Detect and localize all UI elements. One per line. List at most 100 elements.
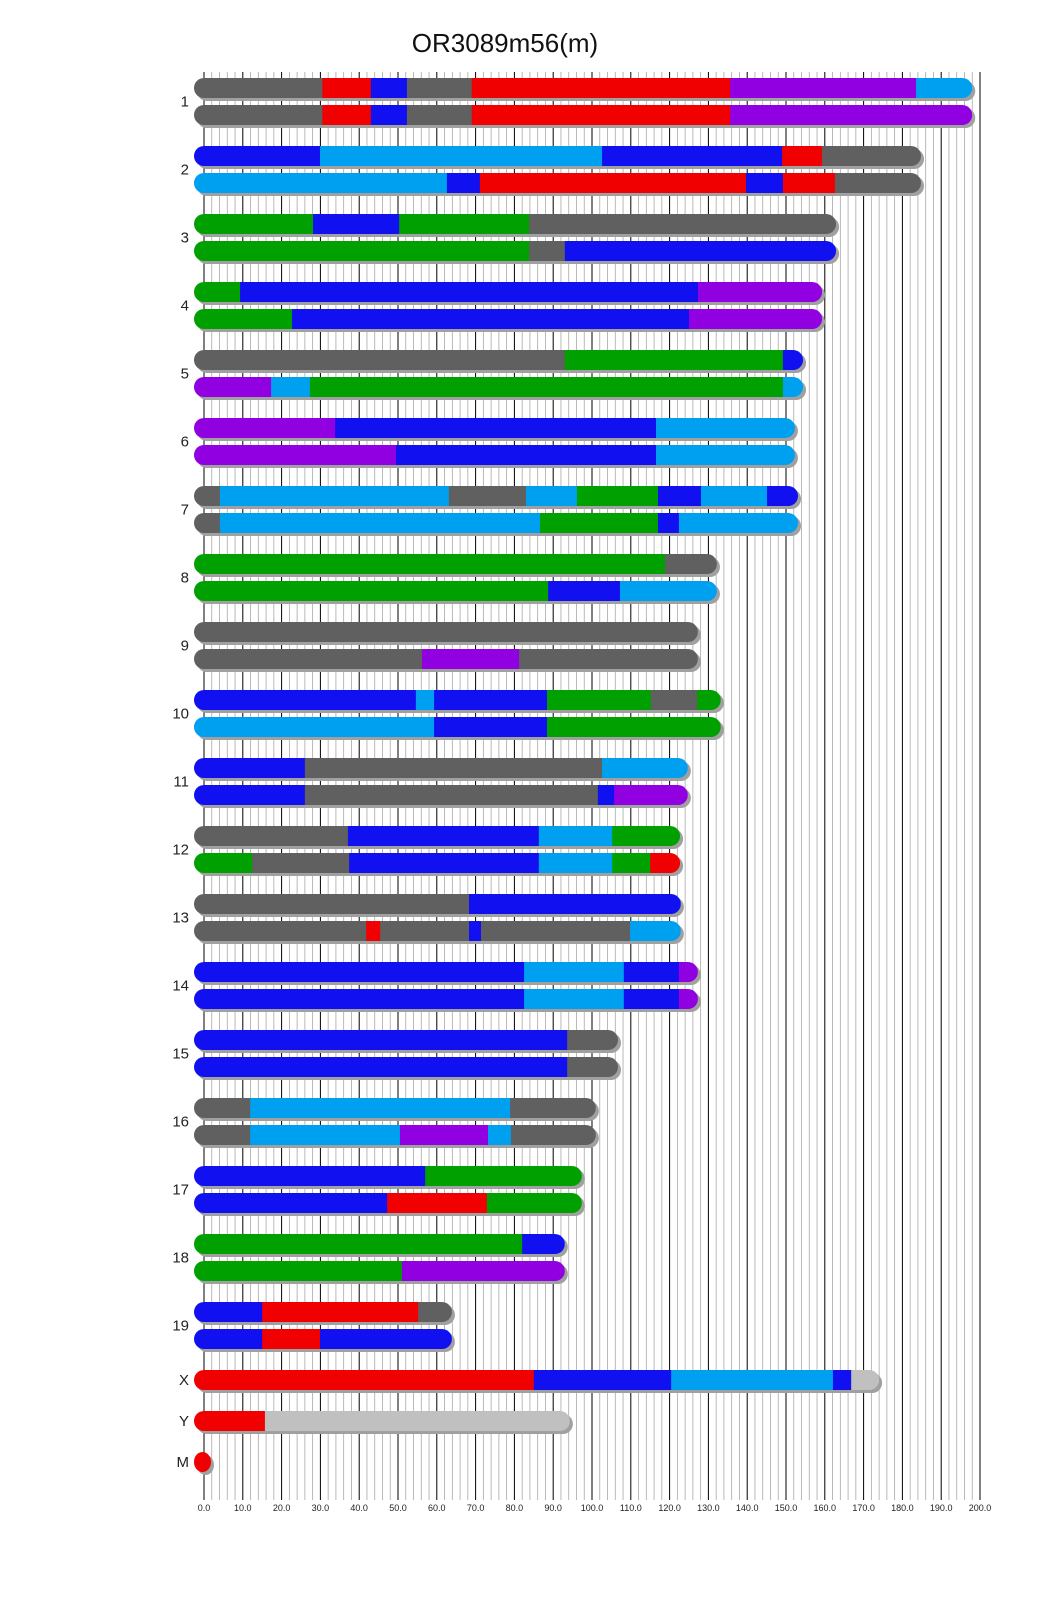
segment-gray — [304, 758, 603, 778]
chromosome-label: 10 — [172, 706, 189, 723]
segment-gray — [194, 486, 221, 506]
segment-lightgray — [851, 1370, 880, 1390]
segment-purple — [194, 418, 336, 438]
segment-lightblue — [271, 377, 311, 397]
chromosome-16: 16 — [172, 1098, 599, 1148]
chromosome-M: M — [177, 1452, 214, 1475]
haplotype-1 — [194, 622, 698, 642]
chromosome-label: 3 — [181, 230, 189, 247]
haplotype-2 — [194, 921, 681, 941]
chromosome-label: 6 — [181, 434, 189, 451]
segment-red — [479, 173, 747, 193]
x-tick-label: 90.0 — [544, 1503, 562, 1513]
haplotype-1 — [194, 214, 837, 234]
chromosome-label: M — [177, 1454, 190, 1471]
x-tick-label: 70.0 — [467, 1503, 485, 1513]
segment-gray — [822, 146, 922, 166]
x-tick-label: 150.0 — [775, 1503, 798, 1513]
chromosome-label: 18 — [172, 1250, 189, 1267]
haplotype-2 — [194, 513, 799, 533]
segment-blue — [320, 1329, 452, 1349]
segment-gray — [304, 785, 599, 805]
segment-red — [194, 1411, 266, 1431]
segment-blue — [766, 486, 799, 506]
segment-blue — [370, 105, 408, 125]
segment-green — [194, 554, 666, 574]
haplotype-2 — [194, 581, 717, 601]
segment-green — [194, 853, 253, 873]
chromosome-17: 17 — [172, 1166, 585, 1216]
haplotype-1 — [194, 486, 799, 506]
segment-blue — [292, 309, 690, 329]
haplotype-1 — [194, 418, 795, 438]
segment-gray — [194, 1098, 251, 1118]
segment-lightblue — [630, 921, 681, 941]
segment-blue — [194, 690, 417, 710]
segment-gray — [529, 241, 566, 261]
chromosome-label: 16 — [172, 1114, 189, 1131]
chromosome-label: 4 — [181, 298, 189, 315]
haplotype-1 — [194, 1370, 880, 1390]
haplotype-2 — [194, 1057, 618, 1077]
segment-lightblue — [671, 1370, 834, 1390]
segment-lightblue — [538, 853, 613, 873]
haplotype-2 — [194, 173, 922, 193]
segment-gray — [418, 1302, 452, 1322]
segment-gray — [834, 173, 922, 193]
segment-gray — [567, 1030, 618, 1050]
segment-purple — [689, 309, 823, 329]
segment-red — [471, 105, 731, 125]
segment-gray — [529, 214, 837, 234]
chromosome-label: 15 — [172, 1046, 189, 1063]
segment-lightblue — [656, 445, 795, 465]
x-tick-label: 50.0 — [389, 1503, 407, 1513]
segment-gray — [380, 921, 470, 941]
segment-red — [471, 78, 731, 98]
segment-blue — [832, 1370, 852, 1390]
haplotype-2 — [194, 1193, 582, 1213]
chromosome-label: 14 — [172, 978, 189, 995]
segment-green — [564, 350, 784, 370]
segment-green — [194, 1234, 523, 1254]
haplotype-2 — [194, 989, 698, 1009]
segment-purple — [194, 377, 272, 397]
x-tick-label: 130.0 — [697, 1503, 720, 1513]
segment-blue — [240, 282, 699, 302]
segment-red — [322, 105, 372, 125]
chromosome-label: 5 — [181, 366, 189, 383]
chromosome-label: Y — [179, 1413, 189, 1430]
segment-blue — [746, 173, 784, 193]
segment-blue — [194, 962, 525, 982]
chromosome-label: 19 — [172, 1318, 189, 1335]
haplotype-1 — [194, 758, 688, 778]
segment-gray — [664, 554, 717, 574]
segment-gray — [650, 690, 698, 710]
haplotype-2 — [194, 717, 721, 737]
haplotype-1 — [194, 1234, 565, 1254]
segment-lightblue — [619, 581, 717, 601]
segment-blue — [349, 853, 540, 873]
haplotype-2 — [194, 853, 681, 873]
haplotype-2 — [194, 1329, 452, 1349]
segment-blue — [533, 1370, 672, 1390]
segment-blue — [602, 146, 783, 166]
segment-gray — [194, 513, 221, 533]
segment-gray — [194, 350, 566, 370]
haplotype-2 — [194, 241, 837, 261]
chart-title: OR3089m56(m) — [411, 28, 599, 58]
segment-green — [194, 214, 314, 234]
segment-blue — [657, 486, 702, 506]
x-tick-label: 190.0 — [930, 1503, 953, 1513]
segment-red — [322, 78, 372, 98]
segment-lightblue — [320, 146, 603, 166]
segment-gray — [194, 1125, 251, 1145]
haplotype-2 — [194, 309, 823, 329]
segment-purple — [401, 1261, 565, 1281]
haplotype-1 — [194, 1411, 570, 1431]
haplotype-1 — [194, 1452, 211, 1472]
x-tick-label: 30.0 — [312, 1503, 330, 1513]
segment-blue — [370, 78, 408, 98]
chromosome-label: 1 — [181, 94, 189, 111]
segment-lightblue — [250, 1098, 511, 1118]
